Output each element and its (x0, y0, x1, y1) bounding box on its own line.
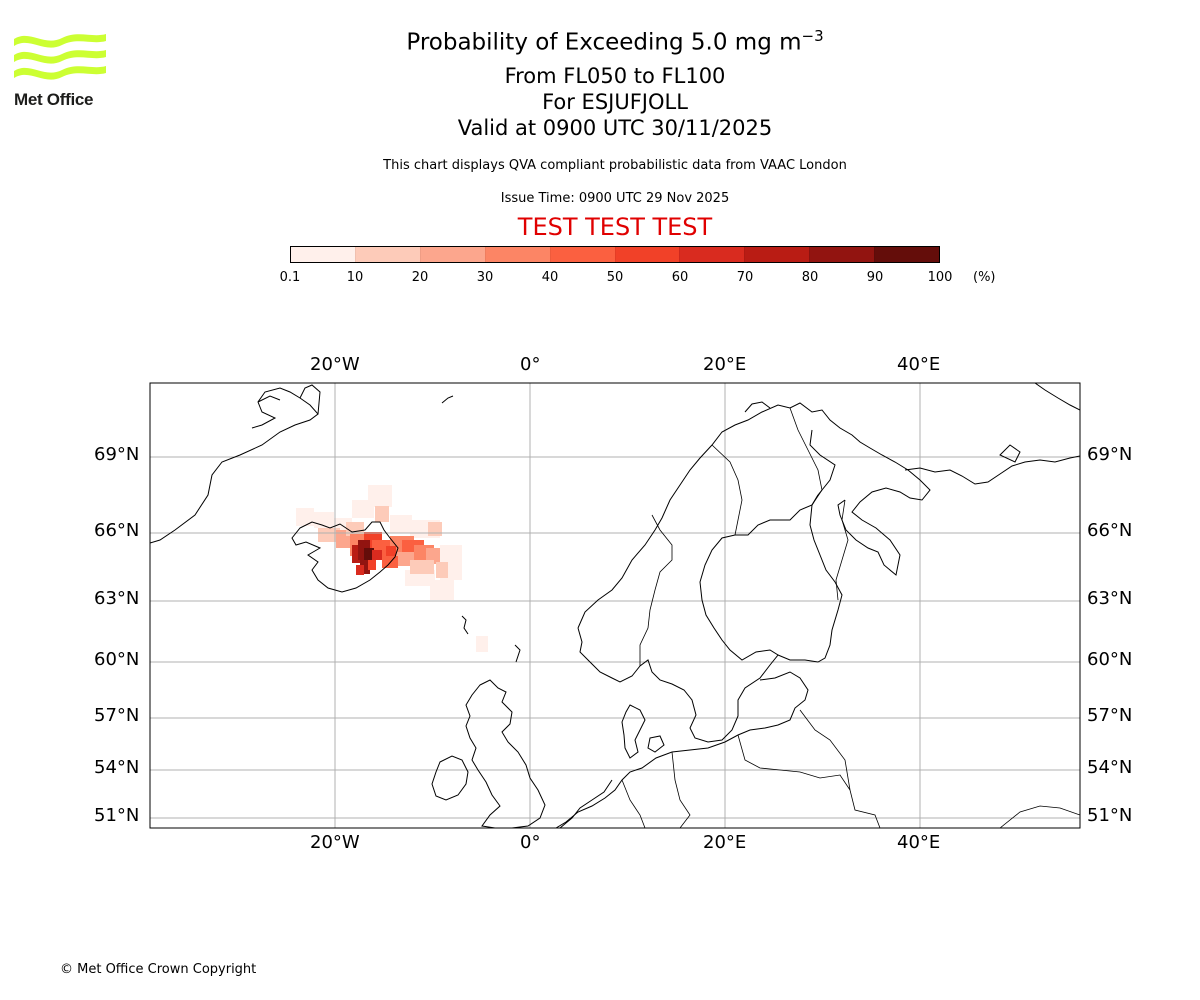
colorbar-segment (419, 247, 485, 262)
scandinavia-coast (514, 402, 931, 663)
colorbar-segment (874, 247, 940, 262)
lat-label-right: 66°N (1087, 520, 1133, 541)
colorbar-tick-label: 90 (866, 270, 884, 285)
colorbar-segment (291, 247, 355, 262)
lat-label-right: 51°N (1087, 805, 1133, 826)
lon-label-top: 40°E (897, 354, 941, 375)
ash-probability-cell (296, 508, 314, 526)
lat-label-right: 57°N (1087, 705, 1133, 726)
lat-label-left: 60°N (94, 649, 140, 670)
ash-probability-cell (476, 636, 488, 652)
lat-label-left: 57°N (94, 705, 140, 726)
coastlines (150, 383, 1080, 828)
colorbar-tick-label: 60 (671, 270, 689, 285)
map-border (149, 382, 1081, 829)
colorbar-tick-label: 20 (411, 270, 429, 285)
ash-probability-cell (410, 560, 434, 574)
map-frame (150, 383, 1080, 828)
colorbar-tick-label: 100 (927, 270, 953, 285)
ash-probability-cell (356, 565, 364, 575)
lon-label-bottom: 20°W (310, 832, 360, 853)
ash-probability-cell (346, 522, 364, 536)
colorbar-segment (809, 247, 875, 262)
iceland-coast (291, 521, 399, 593)
flight-level-range: From FL050 to FL100 (504, 64, 726, 88)
ash-probability-cell (364, 548, 374, 564)
lat-label-left: 63°N (94, 588, 140, 609)
test-banner: TEST TEST TEST (517, 213, 713, 241)
greenland-coast (150, 387, 319, 544)
volcano-name: For ESJUFJOLL (542, 90, 688, 114)
lon-label-bottom: 0° (520, 832, 541, 853)
ash-probability-cell (368, 560, 376, 570)
title-prefix: Probability of Exceeding 5.0 mg m (406, 29, 802, 56)
lon-label-bottom: 40°E (897, 832, 941, 853)
ash-probability-cell (372, 550, 382, 560)
colorbar-tick-label: 10 (346, 270, 364, 285)
colorbar-segment (484, 247, 550, 262)
lat-label-left: 51°N (94, 805, 140, 826)
ash-probability-cell (375, 506, 389, 522)
copyright-notice: © Met Office Crown Copyright (60, 962, 257, 977)
graticule (150, 383, 1080, 828)
colorbar-tick-label: 0.1 (279, 270, 301, 285)
colorbar-tick-label: 30 (476, 270, 494, 285)
ash-probability-cell (360, 560, 370, 574)
lat-label-right: 54°N (1087, 757, 1133, 778)
ash-probability-cell (386, 546, 396, 556)
chart-description: This chart displays QVA compliant probab… (383, 158, 847, 173)
ash-probability-cell (428, 522, 442, 536)
lat-label-left: 54°N (94, 757, 140, 778)
great-britain-coast (465, 679, 546, 828)
colorbar-segment (744, 247, 810, 262)
chart-title: Probability of Exceeding 5.0 mg m−3 (0, 27, 1200, 56)
colorbar-tick-label: 80 (801, 270, 819, 285)
lon-label-bottom: 20°E (703, 832, 747, 853)
colorbar-tick-label: 50 (606, 270, 624, 285)
lat-label-right: 63°N (1087, 588, 1133, 609)
colorbar-segment (354, 247, 420, 262)
title-exponent: −3 (801, 27, 824, 45)
colorbar-segment (679, 247, 745, 262)
ash-probability-cell (436, 562, 448, 578)
ash-probability-cell (396, 552, 414, 566)
lat-label-left: 69°N (94, 444, 140, 465)
ash-probability-cell (430, 580, 454, 600)
met-office-logo: Met Office (14, 30, 109, 112)
ash-probability-cell (390, 515, 412, 533)
lat-label-right: 69°N (1087, 444, 1133, 465)
met-office-wave-icon (14, 34, 106, 80)
logo-text: Met Office (14, 90, 94, 109)
colorbar-segment (549, 247, 615, 262)
lon-label-top: 20°W (310, 354, 360, 375)
colorbar-tick-label: 40 (541, 270, 559, 285)
colorbar-segment (614, 247, 680, 262)
lat-label-right: 60°N (1087, 649, 1133, 670)
issue-time: Issue Time: 0900 UTC 29 Nov 2025 (500, 191, 730, 206)
probability-colorbar (290, 246, 940, 263)
colorbar-tick-label: 70 (736, 270, 754, 285)
lon-label-top: 0° (520, 354, 541, 375)
valid-time: Valid at 0900 UTC 30/11/2025 (457, 116, 773, 140)
ash-probability-cell (352, 500, 374, 518)
lon-label-top: 20°E (703, 354, 747, 375)
lat-label-left: 66°N (94, 520, 140, 541)
colorbar-unit: (%) (973, 270, 996, 285)
